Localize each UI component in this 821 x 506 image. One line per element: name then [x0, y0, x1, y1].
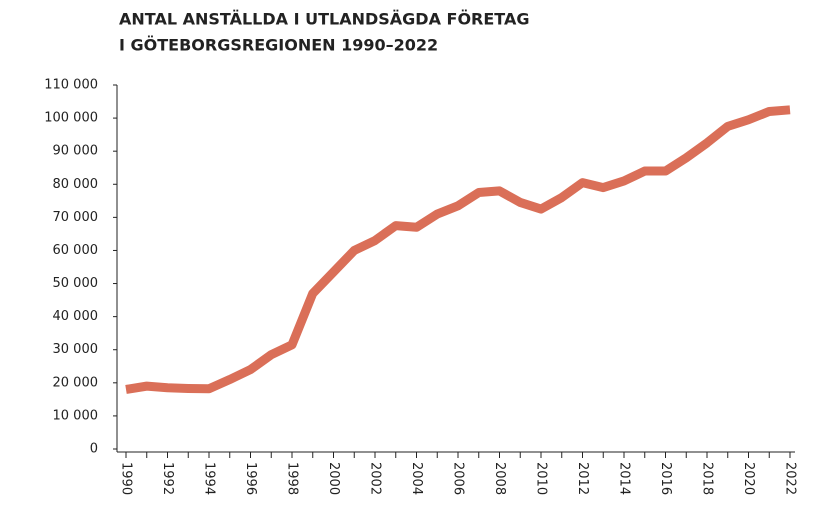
- x-tick-label: 2008: [492, 462, 507, 495]
- x-tick-label: 2006: [451, 462, 466, 495]
- x-tick-label: 2020: [741, 462, 756, 495]
- y-tick-label: 90 000: [53, 144, 99, 159]
- x-tick-label: 2012: [575, 462, 590, 495]
- line-series: [125, 105, 791, 394]
- y-tick-label: 50 000: [53, 276, 99, 291]
- x-tick-label: 1990: [119, 462, 134, 495]
- x-tick-label: 2010: [534, 462, 549, 495]
- y-tick-label: 110 000: [44, 78, 98, 93]
- chart-title: ANTAL ANSTÄLLDA I UTLANDSÄGDA FÖRETAG: [119, 10, 530, 29]
- x-tick-label: 1998: [285, 462, 300, 495]
- x-tick-label: 1996: [243, 462, 258, 495]
- y-tick-label: 100 000: [44, 111, 98, 126]
- y-tick-label: 40 000: [53, 309, 99, 324]
- x-tick-label: 2016: [658, 462, 673, 495]
- chart-title: I GÖTEBORGSREGIONEN 1990–2022: [119, 36, 438, 55]
- x-tick-label: 2000: [326, 462, 341, 495]
- x-tick-label: 2014: [617, 462, 632, 495]
- x-tick-label: 1994: [202, 462, 217, 495]
- y-tick-label: 70 000: [53, 210, 99, 225]
- x-tick-label: 2002: [368, 462, 383, 495]
- y-tick-label: 10 000: [53, 408, 99, 423]
- x-tick-label: 2022: [783, 462, 798, 495]
- y-tick-label: 60 000: [53, 243, 99, 258]
- y-tick-label: 20 000: [53, 375, 99, 390]
- y-tick-label: 30 000: [53, 342, 99, 357]
- y-tick-label: 0: [90, 442, 98, 457]
- x-tick-label: 2018: [700, 462, 715, 495]
- x-tick-label: 1992: [160, 462, 175, 495]
- y-tick-label: 80 000: [53, 177, 99, 192]
- x-tick-label: 2004: [409, 462, 424, 495]
